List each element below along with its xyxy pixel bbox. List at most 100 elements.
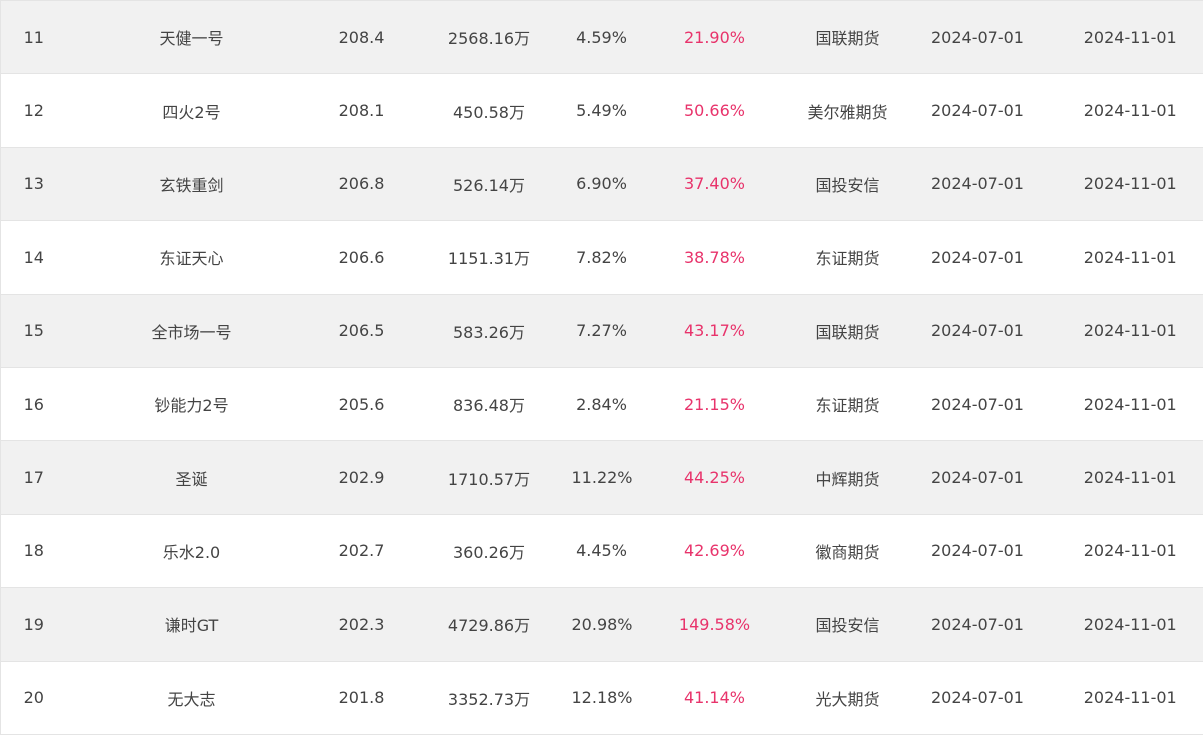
broker-cell: 徽商期货 [797, 513, 898, 589]
rank-cell: 11 [0, 0, 67, 75]
drawdown-cell: 7.82% [571, 220, 632, 295]
score-cell: 206.6 [316, 220, 407, 295]
broker-cell: 东证期货 [797, 220, 898, 295]
return-cell: 43.17% [631, 293, 798, 368]
score-cell: 202.9 [316, 440, 407, 515]
score-cell: 208.4 [316, 0, 407, 75]
scale-cell: 360.26万 [406, 513, 572, 589]
score-cell: 206.5 [316, 293, 407, 368]
return-cell: 38.78% [631, 220, 798, 295]
drawdown-cell: 7.27% [571, 293, 632, 368]
score-cell: 202.7 [316, 513, 407, 589]
drawdown-cell: 20.98% [571, 587, 632, 662]
broker-cell: 美尔雅期货 [797, 73, 898, 148]
table-row[interactable]: 11 天健一号 208.4 2568.16万 4.59% 21.90% 国联期货… [0, 0, 1203, 75]
scale-cell: 2568.16万 [406, 0, 572, 75]
scale-cell: 1151.31万 [406, 220, 572, 295]
rank-cell: 17 [0, 440, 67, 515]
return-cell: 21.90% [631, 0, 798, 75]
product-name-cell[interactable]: 四火2号 [66, 73, 317, 148]
start-date-cell: 2024-07-01 [897, 220, 1058, 295]
end-date-cell: 2024-11-01 [1057, 0, 1203, 75]
scale-cell: 3352.73万 [406, 660, 572, 735]
scale-cell: 4729.86万 [406, 587, 572, 662]
product-name-cell[interactable]: 谦时GT [66, 587, 317, 662]
end-date-cell: 2024-11-01 [1057, 293, 1203, 368]
broker-cell: 国投安信 [797, 146, 898, 222]
table-row[interactable]: 14 东证天心 206.6 1151.31万 7.82% 38.78% 东证期货… [0, 220, 1203, 295]
product-name-cell[interactable]: 天健一号 [66, 0, 317, 75]
scale-cell: 836.48万 [406, 366, 572, 442]
drawdown-cell: 6.90% [571, 146, 632, 222]
rank-cell: 16 [0, 366, 67, 442]
return-cell: 37.40% [631, 146, 798, 222]
rank-cell: 12 [0, 73, 67, 148]
broker-cell: 东证期货 [797, 366, 898, 442]
score-cell: 205.6 [316, 366, 407, 442]
end-date-cell: 2024-11-01 [1057, 660, 1203, 735]
scale-cell: 450.58万 [406, 73, 572, 148]
drawdown-cell: 5.49% [571, 73, 632, 148]
return-cell: 21.15% [631, 366, 798, 442]
start-date-cell: 2024-07-01 [897, 0, 1058, 75]
return-cell: 42.69% [631, 513, 798, 589]
broker-cell: 中辉期货 [797, 440, 898, 515]
start-date-cell: 2024-07-01 [897, 366, 1058, 442]
scale-cell: 526.14万 [406, 146, 572, 222]
rank-cell: 20 [0, 660, 67, 735]
end-date-cell: 2024-11-01 [1057, 440, 1203, 515]
end-date-cell: 2024-11-01 [1057, 587, 1203, 662]
return-cell: 149.58% [631, 587, 798, 662]
end-date-cell: 2024-11-01 [1057, 146, 1203, 222]
end-date-cell: 2024-11-01 [1057, 220, 1203, 295]
score-cell: 201.8 [316, 660, 407, 735]
rank-cell: 18 [0, 513, 67, 589]
end-date-cell: 2024-11-01 [1057, 513, 1203, 589]
rank-cell: 13 [0, 146, 67, 222]
product-name-cell[interactable]: 全市场一号 [66, 293, 317, 368]
start-date-cell: 2024-07-01 [897, 513, 1058, 589]
product-name-cell[interactable]: 圣诞 [66, 440, 317, 515]
scale-cell: 1710.57万 [406, 440, 572, 515]
rank-cell: 14 [0, 220, 67, 295]
table-row[interactable]: 17 圣诞 202.9 1710.57万 11.22% 44.25% 中辉期货 … [0, 440, 1203, 515]
product-name-cell[interactable]: 东证天心 [66, 220, 317, 295]
rank-cell: 19 [0, 587, 67, 662]
return-cell: 41.14% [631, 660, 798, 735]
return-cell: 50.66% [631, 73, 798, 148]
product-name-cell[interactable]: 无大志 [66, 660, 317, 735]
return-cell: 44.25% [631, 440, 798, 515]
product-name-cell[interactable]: 钞能力2号 [66, 366, 317, 442]
product-name-cell[interactable]: 玄铁重剑 [66, 146, 317, 222]
table-row[interactable]: 13 玄铁重剑 206.8 526.14万 6.90% 37.40% 国投安信 … [0, 146, 1203, 222]
table-row[interactable]: 16 钞能力2号 205.6 836.48万 2.84% 21.15% 东证期货… [0, 366, 1203, 442]
drawdown-cell: 11.22% [571, 440, 632, 515]
score-cell: 202.3 [316, 587, 407, 662]
drawdown-cell: 4.45% [571, 513, 632, 589]
start-date-cell: 2024-07-01 [897, 293, 1058, 368]
start-date-cell: 2024-07-01 [897, 73, 1058, 148]
end-date-cell: 2024-11-01 [1057, 366, 1203, 442]
table-row[interactable]: 19 谦时GT 202.3 4729.86万 20.98% 149.58% 国投… [0, 587, 1203, 662]
end-date-cell: 2024-11-01 [1057, 73, 1203, 148]
broker-cell: 光大期货 [797, 660, 898, 735]
rank-cell: 15 [0, 293, 67, 368]
drawdown-cell: 2.84% [571, 366, 632, 442]
broker-cell: 国联期货 [797, 293, 898, 368]
product-name-cell[interactable]: 乐水2.0 [66, 513, 317, 589]
start-date-cell: 2024-07-01 [897, 587, 1058, 662]
table-row[interactable]: 20 无大志 201.8 3352.73万 12.18% 41.14% 光大期货… [0, 660, 1203, 735]
table-row[interactable]: 12 四火2号 208.1 450.58万 5.49% 50.66% 美尔雅期货… [0, 73, 1203, 148]
broker-cell: 国联期货 [797, 0, 898, 75]
table-row[interactable]: 15 全市场一号 206.5 583.26万 7.27% 43.17% 国联期货… [0, 293, 1203, 368]
drawdown-cell: 12.18% [571, 660, 632, 735]
score-cell: 206.8 [316, 146, 407, 222]
broker-cell: 国投安信 [797, 587, 898, 662]
start-date-cell: 2024-07-01 [897, 660, 1058, 735]
table-row[interactable]: 18 乐水2.0 202.7 360.26万 4.45% 42.69% 徽商期货… [0, 513, 1203, 589]
drawdown-cell: 4.59% [571, 0, 632, 75]
score-cell: 208.1 [316, 73, 407, 148]
start-date-cell: 2024-07-01 [897, 146, 1058, 222]
